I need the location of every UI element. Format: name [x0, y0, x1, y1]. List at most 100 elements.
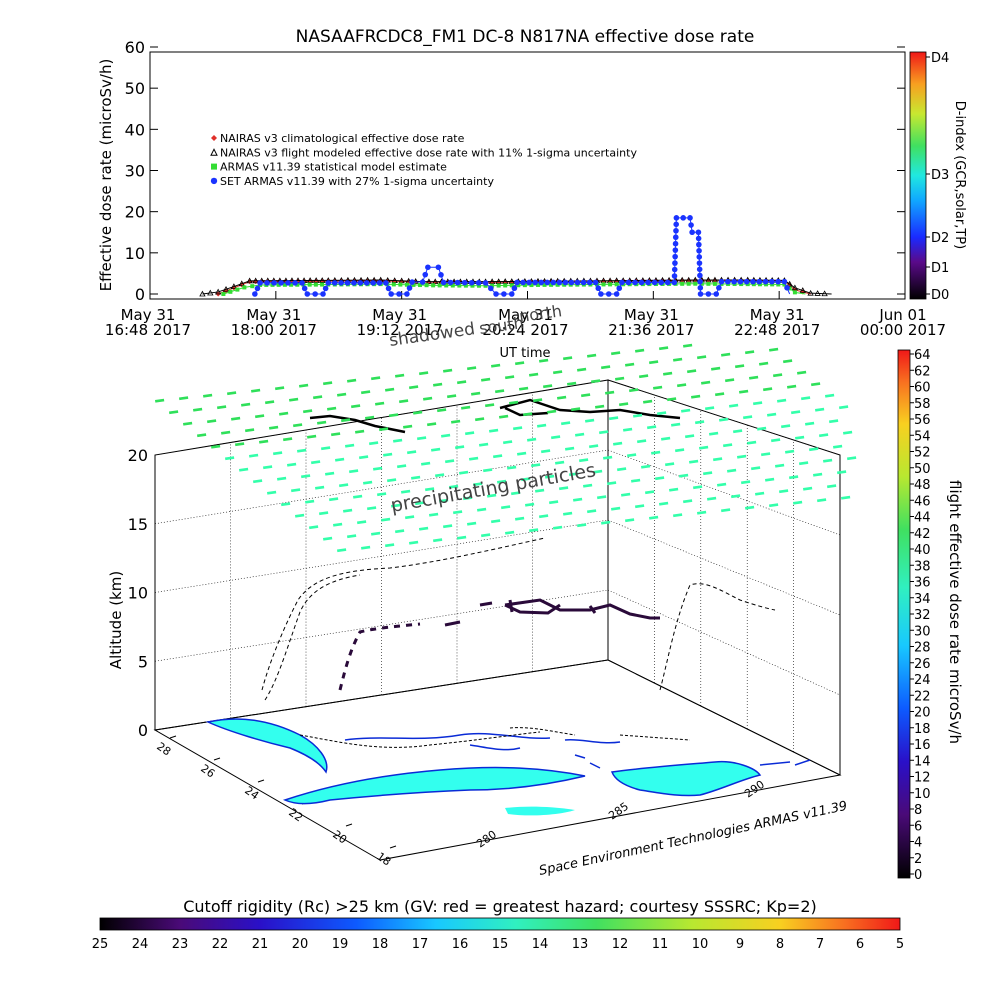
dose-tick-label: 6 — [914, 819, 922, 834]
particle-dash — [197, 433, 207, 438]
series-marker — [568, 279, 575, 286]
series-marker — [289, 282, 294, 287]
particle-dash — [842, 430, 853, 435]
dose-tick-label: 56 — [914, 413, 931, 428]
series-marker — [312, 277, 320, 283]
series-marker — [292, 280, 298, 286]
legend-marker — [211, 135, 217, 141]
rigidity-tick-label: 25 — [92, 937, 109, 952]
particle-dash — [632, 413, 643, 418]
particle-dash — [401, 489, 411, 494]
right-wall-gridline — [607, 449, 841, 536]
particle-dash — [494, 389, 505, 394]
particle-dash — [435, 473, 445, 478]
series-marker — [432, 278, 439, 285]
particle-dash — [742, 415, 753, 420]
x-axis-label: UT time — [500, 346, 551, 361]
rigidity-tick-label: 18 — [372, 937, 389, 952]
series-marker — [246, 277, 253, 284]
series-marker — [409, 279, 415, 285]
x-tick-label-time: 21:36 2017 — [608, 321, 694, 339]
particle-dash — [549, 500, 559, 505]
particle-dash — [459, 470, 469, 475]
particle-dash — [606, 481, 617, 486]
particle-dash — [598, 430, 609, 435]
particle-dash — [371, 376, 381, 381]
series-marker — [438, 272, 444, 278]
track-ascent — [338, 622, 421, 691]
particle-dash — [761, 452, 771, 457]
florida-land — [205, 718, 328, 774]
particle-dash — [361, 545, 371, 550]
particle-dash — [343, 508, 353, 513]
series-marker — [821, 290, 828, 297]
series-marker — [508, 291, 515, 297]
dose-tick-label: 30 — [914, 624, 931, 639]
series-marker — [775, 278, 781, 285]
particle-dash — [277, 476, 287, 481]
particle-dash — [481, 533, 491, 538]
particle-dash — [220, 430, 231, 435]
series-marker — [671, 279, 678, 286]
x-tick-label-date: Jun 01 — [878, 306, 926, 324]
particle-dash — [517, 451, 527, 456]
series-marker — [716, 285, 722, 291]
particle-dash — [564, 446, 575, 451]
particle-dash — [385, 543, 395, 548]
particle-dash — [545, 474, 555, 479]
particle-dash — [721, 508, 731, 513]
particle-dash — [514, 516, 525, 521]
rigidity-tick-label: 23 — [172, 937, 189, 952]
rigidity-colorbar-label: Cutoff rigidity (Rc) >25 km (GV: red = g… — [183, 897, 817, 916]
particle-dash — [827, 484, 837, 489]
y-axis: 0 10 20 30 40 50 60 — [125, 38, 905, 304]
dindex-label: D-index (GCR,solar,TP) — [952, 101, 967, 249]
series-marker — [301, 285, 308, 292]
particle-dash — [838, 405, 849, 410]
particle-dash — [682, 499, 693, 504]
particle-dash — [443, 524, 453, 529]
dose-tick-label: 40 — [914, 543, 931, 558]
particle-dash — [715, 392, 725, 397]
x-tick-label-time: 18:00 2017 — [231, 321, 317, 339]
series-marker — [696, 254, 703, 260]
dose-tick-label: 14 — [914, 754, 931, 769]
dose-tick-label: 10 — [914, 787, 931, 802]
particle-dash — [499, 414, 509, 419]
particle-dash — [609, 416, 619, 421]
particle-dash — [736, 454, 747, 459]
series-marker — [695, 229, 702, 236]
rigidity-colorbar-group: Cutoff rigidity (Rc) >25 km (GV: red = g… — [92, 897, 904, 952]
particle-dash — [169, 410, 179, 415]
particle-dash — [309, 525, 319, 530]
particle-dash — [369, 441, 379, 446]
particle-dash — [419, 371, 429, 376]
rigidity-tick-label: 24 — [132, 937, 149, 952]
lon-tick-label: 280 — [474, 828, 499, 851]
series-marker — [306, 277, 314, 283]
particle-dash — [385, 387, 395, 392]
series-marker — [776, 282, 781, 287]
series-marker — [672, 240, 679, 247]
particle-dash — [295, 513, 305, 518]
particle-dash — [685, 434, 695, 439]
track-ground-projection — [299, 727, 691, 748]
series-marker — [331, 280, 338, 286]
y-tick-label: 20 — [125, 203, 145, 222]
particle-dash — [749, 375, 759, 380]
legend-label: NAIRAS v3 climatological effective dose … — [220, 132, 465, 145]
dose-tick-label: 4 — [914, 836, 922, 851]
particle-dash — [357, 520, 367, 525]
particle-dash — [463, 496, 473, 501]
series-marker — [276, 282, 281, 287]
series-marker — [673, 215, 680, 221]
series-marker — [658, 279, 664, 286]
series-marker — [614, 282, 619, 287]
particle-dash — [619, 402, 629, 407]
particle-dash — [518, 386, 529, 391]
series-marker — [242, 285, 247, 290]
particle-dash — [238, 467, 249, 472]
particle-dash — [525, 502, 535, 507]
series-marker — [278, 280, 284, 286]
particle-dash — [345, 443, 355, 448]
